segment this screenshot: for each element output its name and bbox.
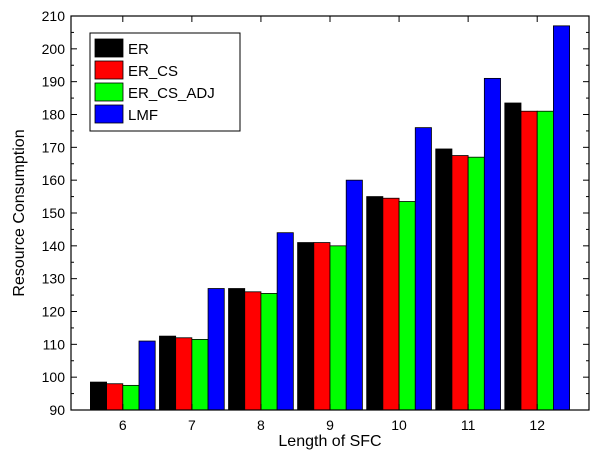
bar-er-cs-adj-9 bbox=[329, 245, 347, 411]
legend-label-er-cs: ER_CS bbox=[128, 63, 178, 80]
y-axis: 90 100 110 120 130 140 150 160 170 180 190 200 210 bbox=[42, 8, 589, 418]
y-tick-label: 150 bbox=[42, 205, 66, 221]
y-tick-label: 210 bbox=[42, 8, 66, 24]
x-tick-label: 7 bbox=[188, 417, 196, 433]
x-axis: 6 7 8 9 10 11 12 bbox=[119, 16, 545, 433]
y-tick-label: 110 bbox=[43, 336, 66, 352]
bar-er-7 bbox=[159, 335, 177, 411]
bar-er-11 bbox=[435, 148, 453, 411]
y-tick-label: 130 bbox=[42, 271, 66, 287]
legend: ER ER_CS ER_CS_ADJ LMF bbox=[89, 32, 241, 132]
bar-er-cs-adj-10 bbox=[398, 201, 416, 411]
legend-swatch-er-cs bbox=[94, 60, 124, 80]
y-tick-label: 180 bbox=[42, 107, 66, 123]
x-tick-label: 6 bbox=[119, 417, 127, 433]
bar-er-cs-7 bbox=[175, 337, 193, 411]
bar-er-cs-6 bbox=[106, 383, 124, 411]
y-tick-label: 120 bbox=[42, 304, 66, 320]
y-tick-label: 90 bbox=[49, 402, 65, 418]
bar-lmf-11 bbox=[483, 77, 501, 411]
bar-lmf-8 bbox=[276, 232, 294, 411]
x-tick-label: 9 bbox=[326, 417, 334, 433]
bar-er-9 bbox=[297, 242, 315, 411]
bar-er-cs-adj-12 bbox=[536, 110, 554, 411]
bar-er-cs-10 bbox=[382, 197, 400, 411]
legend-swatch-er bbox=[94, 38, 124, 58]
y-tick-label: 190 bbox=[42, 74, 66, 90]
bar-er-cs-adj-6 bbox=[122, 384, 140, 411]
y-tick-label: 200 bbox=[42, 41, 66, 57]
y-axis-title: Resource Consumption bbox=[11, 129, 28, 296]
bar-lmf-10 bbox=[414, 127, 432, 411]
y-tick-label: 140 bbox=[42, 238, 66, 254]
bar-er-cs-adj-8 bbox=[260, 293, 278, 411]
bar-er-cs-8 bbox=[244, 291, 262, 411]
bar-er-cs-11 bbox=[451, 155, 469, 411]
bar-er-8 bbox=[228, 288, 246, 411]
bar-er-cs-adj-11 bbox=[467, 156, 485, 411]
x-axis-title: Length of SFC bbox=[278, 433, 381, 450]
y-tick-label: 100 bbox=[42, 369, 66, 385]
x-tick-label: 12 bbox=[529, 417, 545, 433]
bar-lmf-7 bbox=[207, 288, 225, 411]
bar-er-cs-adj-7 bbox=[191, 339, 209, 411]
bar-er-cs-9 bbox=[313, 242, 331, 411]
y-tick-label: 160 bbox=[42, 172, 66, 188]
bars-group bbox=[90, 25, 571, 411]
bar-lmf-6 bbox=[138, 340, 156, 411]
legend-swatch-lmf bbox=[94, 104, 124, 124]
legend-label-lmf: LMF bbox=[128, 107, 158, 124]
legend-swatch-er-cs-adj bbox=[94, 82, 124, 102]
x-tick-label: 8 bbox=[257, 417, 265, 433]
x-tick-label: 10 bbox=[391, 417, 407, 433]
bar-lmf-9 bbox=[345, 179, 363, 411]
bar-lmf-12 bbox=[553, 25, 571, 411]
legend-label-er: ER bbox=[128, 41, 149, 58]
bar-er-cs-12 bbox=[520, 110, 538, 411]
legend-label-er-cs-adj: ER_CS_ADJ bbox=[128, 85, 215, 102]
y-tick-label: 170 bbox=[42, 139, 66, 155]
bar-er-6 bbox=[90, 381, 108, 411]
x-tick-label: 11 bbox=[461, 417, 476, 433]
bar-er-10 bbox=[366, 196, 384, 411]
bar-er-12 bbox=[504, 102, 522, 411]
